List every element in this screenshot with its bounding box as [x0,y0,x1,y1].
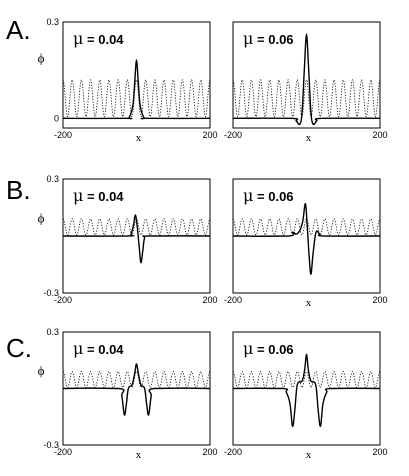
x-tick-left: -200 [54,295,72,305]
plot-frame [62,21,211,129]
x-axis-label: x [306,449,312,461]
mu-label: μ = 0.04 [73,29,124,48]
series-solid-line [233,32,380,126]
x-tick-right: 200 [202,295,217,305]
series-solid-line [63,363,210,416]
x-tick-right: 200 [202,447,217,457]
mu-label: μ = 0.04 [73,186,124,205]
mu-symbol: μ [243,339,253,358]
mu-value: = 0.04 [83,189,124,204]
mu-value: = 0.06 [253,342,293,357]
mu-label: μ = 0.06 [243,339,294,358]
plot-frame [62,178,211,294]
x-axis-label: x [306,297,312,309]
plot-frame [232,178,381,294]
y-axis-label: ϕ [38,363,45,378]
mu-symbol: μ [73,186,83,205]
panel-c-right: -200 200 x μ = 0.06 [224,331,388,461]
y-tick-bottom: -0.3 [43,440,59,450]
row-label-c: C. [6,333,32,363]
plot-area [233,32,380,126]
y-tick-top: 0.3 [46,174,59,184]
plot-area [63,59,210,120]
mu-value: = 0.04 [83,342,124,357]
series-dotted-line [233,218,380,236]
x-axis-label: x [136,449,142,461]
mu-symbol: μ [73,29,83,48]
mu-symbol: μ [243,29,253,48]
x-tick-left: -200 [224,130,242,140]
x-tick-right: 200 [372,295,387,305]
series-solid-line [63,59,210,120]
y-tick-bottom: 0 [54,113,59,123]
series-solid-line [233,353,380,428]
row-label-a: A. [6,15,31,45]
x-axis-label: x [136,132,142,144]
x-tick-right: 200 [372,130,387,140]
series-dotted-line [63,79,210,118]
mu-symbol: μ [243,186,253,205]
x-tick-left: -200 [54,447,72,457]
series-solid-line [233,202,380,276]
mu-label: μ = 0.06 [243,186,294,205]
x-tick-right: 200 [372,447,387,457]
y-tick-top: 0.3 [46,17,59,27]
x-tick-left: -200 [224,295,242,305]
panel-a-right: -200 200 x μ = 0.06 [224,21,388,144]
x-tick-left: -200 [54,130,72,140]
plot-frame [232,331,381,446]
mu-value: = 0.06 [253,32,293,47]
plot-area [63,363,210,416]
panel-a-left: 0.3 0 ϕ -200 200 x μ = 0.04 [38,17,218,144]
panel-c-left: 0.3 -0.3 ϕ -200 200 x μ = 0.04 [38,327,218,461]
y-tick-top: 0.3 [46,327,59,337]
mu-label: μ = 0.06 [243,29,294,48]
panel-b-right: -200 200 x μ = 0.06 [224,178,388,309]
y-axis-label: ϕ [38,210,45,225]
series-solid-line [63,214,210,264]
mu-value: = 0.06 [253,189,293,204]
series-dotted-line [233,79,380,118]
mu-symbol: μ [73,339,83,358]
mu-label: μ = 0.04 [73,339,124,358]
plot-frame [232,21,381,129]
series-dotted-line [63,218,210,236]
x-tick-left: -200 [224,447,242,457]
x-axis-label: x [306,132,312,144]
plot-area [63,214,210,264]
y-tick-bottom: -0.3 [43,288,59,298]
row-label-b: B. [6,175,31,205]
mu-value: = 0.04 [83,32,124,47]
plot-frame [62,331,211,446]
plot-area [233,353,380,428]
x-tick-right: 200 [202,130,217,140]
plot-area [233,202,380,276]
y-axis-label: ϕ [38,50,45,65]
panel-b-left: 0.3 -0.3 ϕ -200 200 μ = 0.04 [38,174,218,305]
